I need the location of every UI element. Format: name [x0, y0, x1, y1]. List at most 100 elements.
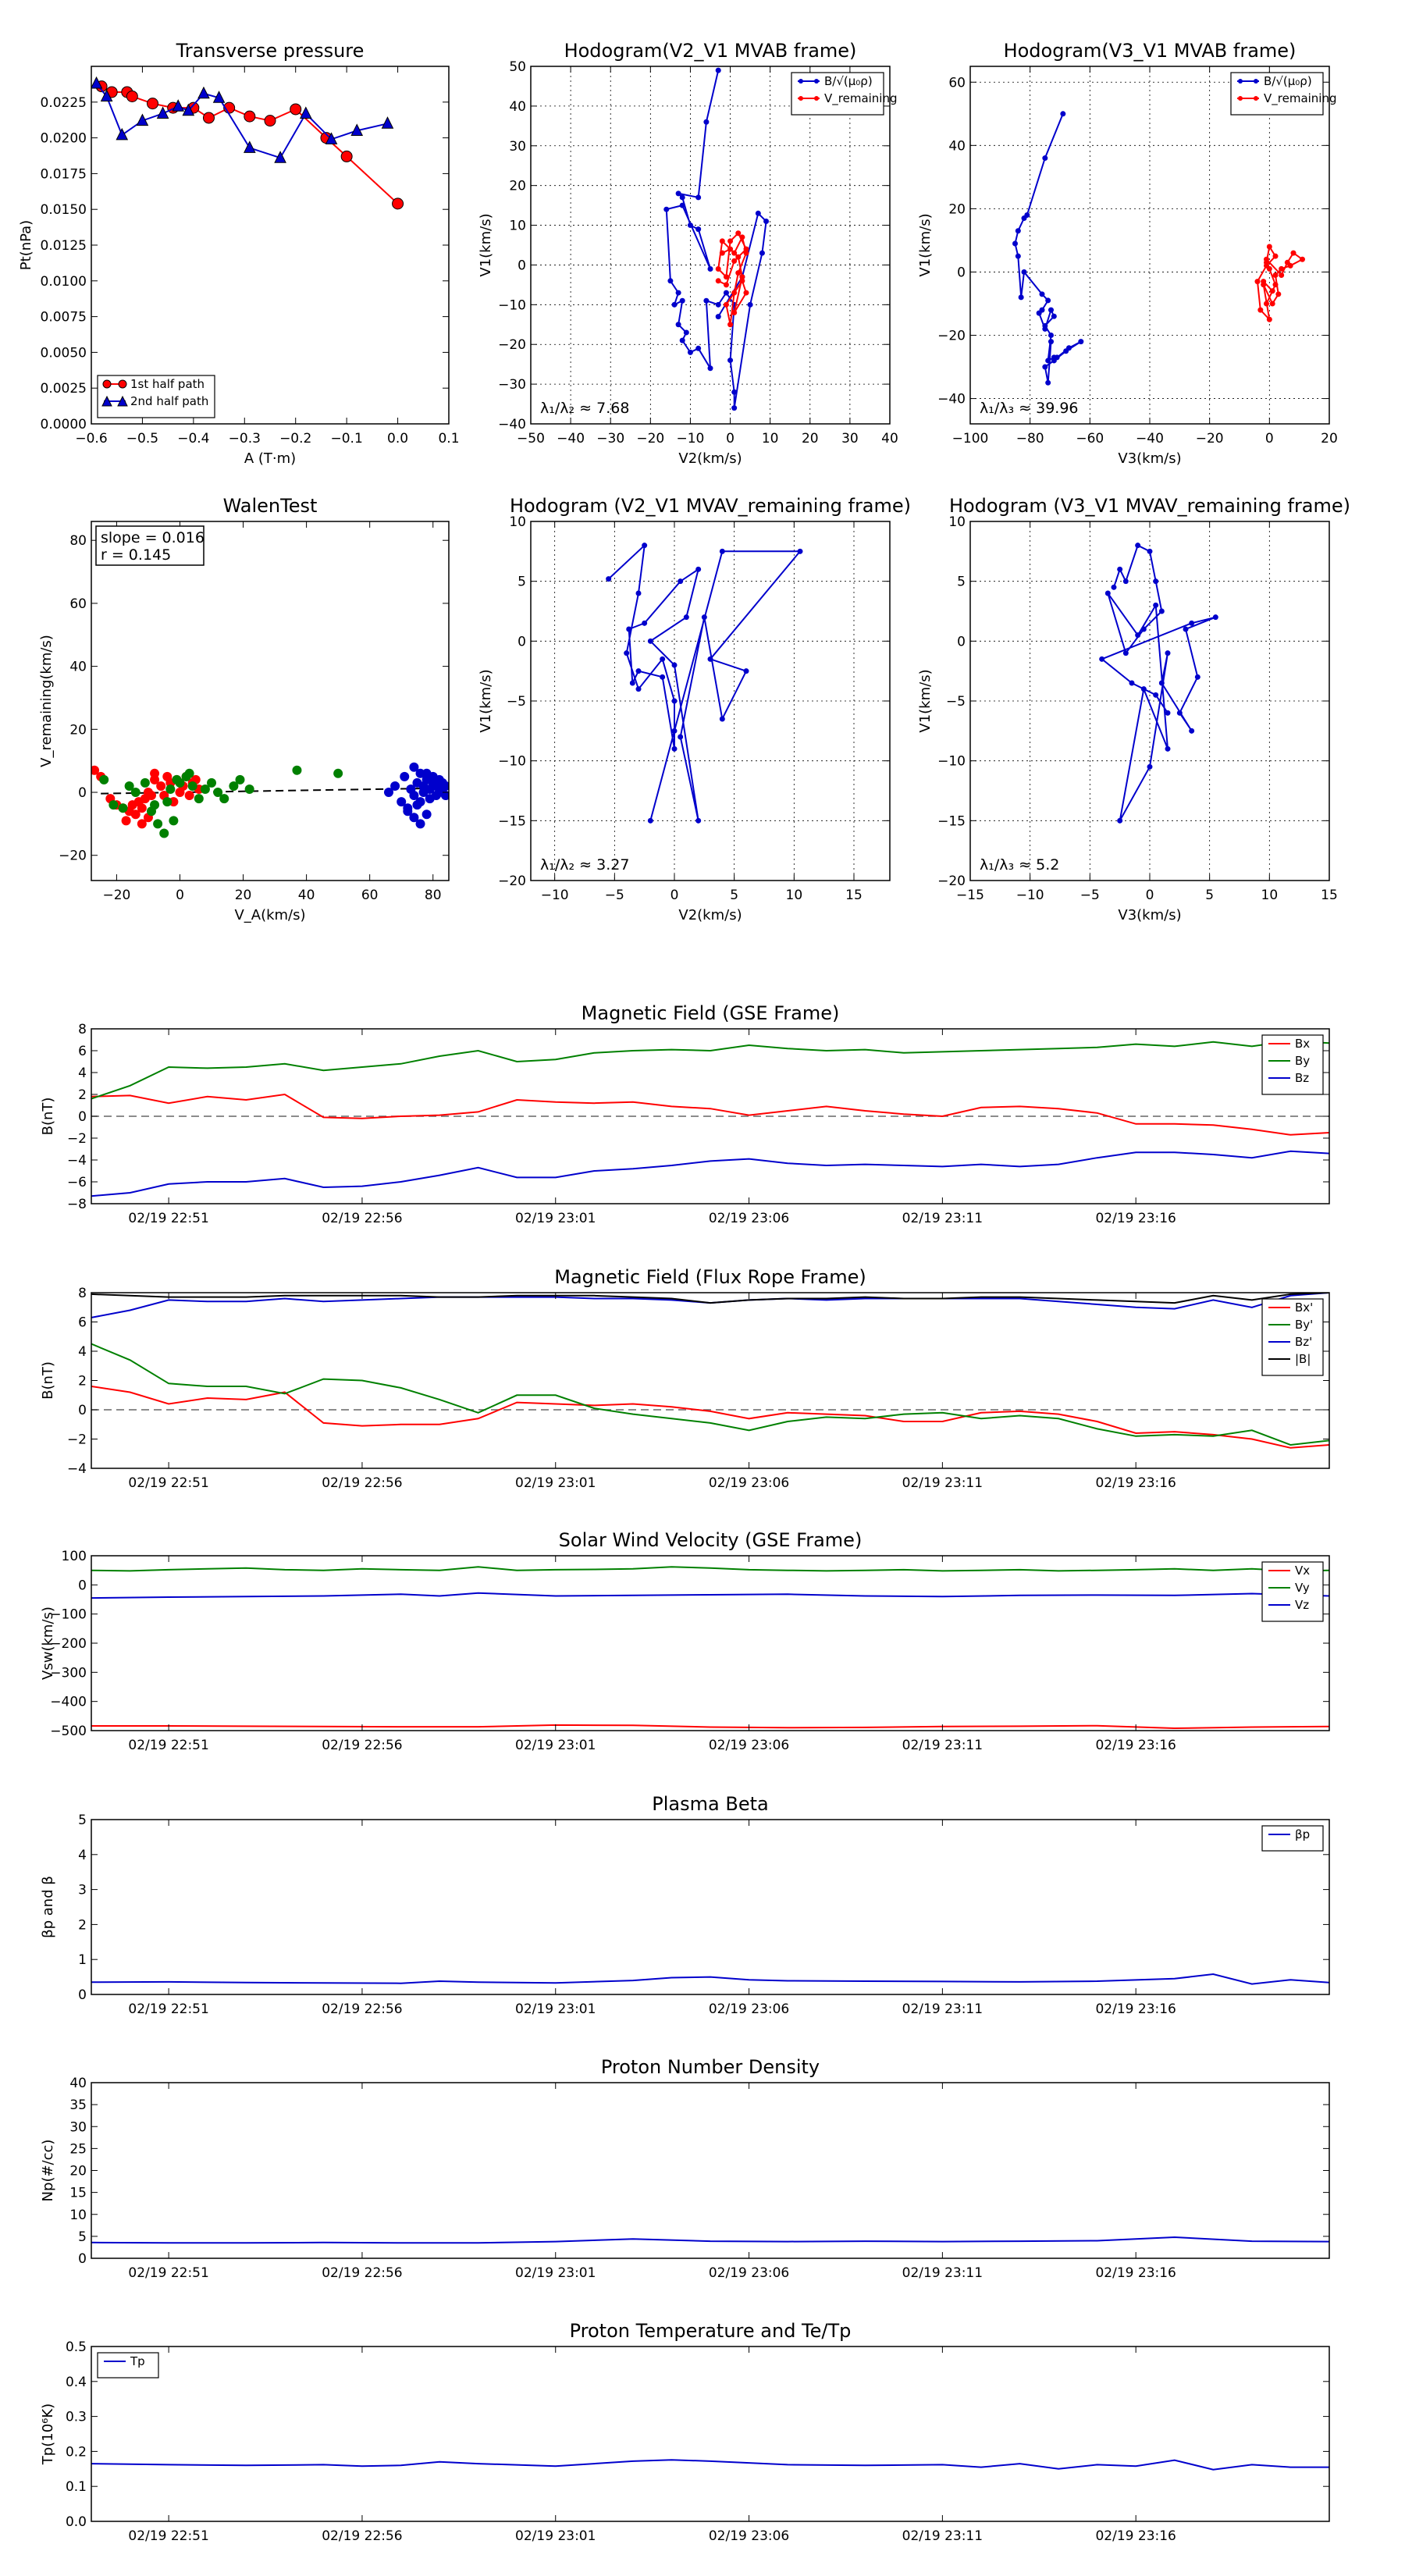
- data-point: [1269, 301, 1275, 307]
- data-point: [731, 290, 738, 296]
- series-line: [91, 1293, 1329, 1304]
- data-point: [162, 797, 173, 807]
- y-axis-label: Np(#/cc): [40, 2140, 56, 2202]
- data-point: [299, 106, 312, 119]
- legend: Vx Vy Vz: [1261, 1561, 1324, 1622]
- y-tick-label: 0.0000: [41, 417, 87, 432]
- chart-title: Hodogram (V3_V1 MVAV_remaining frame): [949, 495, 1350, 517]
- y-axis-label: Tp(10⁶K): [40, 2403, 56, 2465]
- data-point: [679, 337, 685, 343]
- legend: B/√(μ₀ρ) V_remaining: [791, 72, 898, 116]
- y-tick-label: 5: [78, 2229, 87, 2245]
- chart-hodogram_v2v1: Hodogram(V2_V1 MVAB frame)−50 −40 −30 −20 −1…: [478, 40, 898, 467]
- x-axis-label: V2(km/s): [678, 450, 742, 467]
- x-tick-label: 02/19 23:06: [709, 1211, 789, 1226]
- data-point: [213, 788, 223, 798]
- chart-proton_number_density: Proton Number Density 02/19 22:51 02/19 22…: [40, 2056, 1330, 2281]
- y-tick-label: 0: [78, 1403, 87, 1418]
- y-axis-label: βp and β: [40, 1876, 56, 1938]
- data-point: [1122, 650, 1129, 656]
- data-point: [719, 250, 725, 256]
- data-point: [1279, 272, 1285, 279]
- series-line: [91, 1343, 1329, 1446]
- data-point: [695, 226, 702, 233]
- data-point: [397, 797, 407, 807]
- y-tick-label: −5: [946, 694, 966, 710]
- data-point: [635, 590, 642, 596]
- data-point: [325, 132, 338, 144]
- chart-solar_wind_velocity: Solar Wind Velocity (GSE Frame) 02/19 22:…: [40, 1529, 1330, 1753]
- plot-area: [91, 1566, 1329, 1730]
- data-point: [147, 791, 157, 801]
- x-tick-label: −0.2: [279, 431, 311, 447]
- chart-plasma_beta: Plasma Beta 02/19 22:51 02/19 22:56 02/19 2…: [40, 1793, 1330, 2017]
- y-tick-label: −20: [498, 337, 526, 353]
- series-Vx: [91, 1724, 1329, 1730]
- data-point: [671, 698, 678, 704]
- legend-label-3: |B|: [1295, 1352, 1311, 1366]
- y-tick-label: 0.0050: [41, 345, 87, 361]
- data-point: [1012, 240, 1018, 247]
- data-point: [695, 345, 702, 351]
- y-tick-label: 15: [69, 2186, 87, 2201]
- data-point: [126, 90, 138, 102]
- legend-marker-1: [117, 395, 128, 407]
- legend-label-0: βp: [1295, 1827, 1310, 1841]
- x-tick-label: 02/19 23:16: [1095, 1211, 1176, 1226]
- y-tick-label: −30: [498, 377, 526, 393]
- y-tick-label: 0: [957, 634, 966, 649]
- data-point: [743, 250, 749, 256]
- data-point: [1111, 584, 1117, 590]
- x-tick-label: −50: [517, 431, 545, 447]
- data-point: [731, 310, 738, 316]
- data-point: [671, 745, 678, 752]
- x-tick-label: 0: [726, 431, 735, 447]
- series-line: [91, 2236, 1329, 2244]
- plot-area: [91, 762, 449, 838]
- data-point: [1042, 364, 1048, 370]
- plot-area: [1012, 111, 1305, 386]
- chart-hodogram_v2v1_mvav: Hodogram (V2_V1 MVAV_remaining frame) −10…: [478, 495, 911, 923]
- chart-title: Magnetic Field (GSE Frame): [582, 1002, 840, 1024]
- x-tick-label: 5: [730, 888, 738, 903]
- data-point: [739, 234, 745, 240]
- x-axis-label: V_A(km/s): [234, 907, 305, 923]
- chart-magnetic_field_gse: Magnetic Field (GSE Frame) 02/19 22:51 02/…: [40, 1002, 1330, 1226]
- data-point: [671, 662, 678, 668]
- x-tick-label: 0.0: [387, 431, 408, 447]
- data-point: [1158, 608, 1165, 614]
- axes-frame: [91, 2346, 1330, 2522]
- data-point: [108, 800, 119, 810]
- data-point: [175, 777, 185, 788]
- data-point: [715, 314, 721, 320]
- data-point: [172, 99, 185, 112]
- chart-title: Proton Temperature and Te/Tp: [570, 2320, 852, 2342]
- legend-frame: [1261, 1034, 1324, 1095]
- legend: Tp: [97, 2352, 159, 2379]
- y-tick-label: 0.0125: [41, 238, 87, 254]
- x-tick-label: 0: [176, 888, 184, 903]
- data-point: [1045, 297, 1051, 304]
- data-point: [683, 614, 689, 621]
- data-point: [687, 222, 693, 229]
- x-tick-label: −5: [605, 888, 624, 903]
- y-tick-label: 0.0175: [41, 166, 87, 182]
- x-tick-label: 02/19 23:01: [515, 1475, 596, 1491]
- data-point: [392, 197, 404, 210]
- plot-area: [606, 543, 803, 824]
- legend-label-0: Bx': [1295, 1300, 1313, 1315]
- y-tick-label: 2: [78, 1374, 87, 1389]
- x-tick-label: 02/19 22:51: [128, 1738, 208, 1753]
- plot-area: [91, 2459, 1329, 2471]
- series-Np: [91, 2236, 1329, 2244]
- y-tick-label: −20: [498, 873, 526, 889]
- data-point: [647, 817, 653, 824]
- y-axis-label: V1(km/s): [917, 669, 934, 732]
- series-By': [91, 1343, 1329, 1446]
- data-point: [409, 791, 419, 801]
- x-tick-label: 02/19 23:11: [902, 1211, 983, 1226]
- data-point: [660, 674, 666, 680]
- x-tick-label: 02/19 22:56: [322, 1738, 402, 1753]
- data-point: [678, 734, 684, 740]
